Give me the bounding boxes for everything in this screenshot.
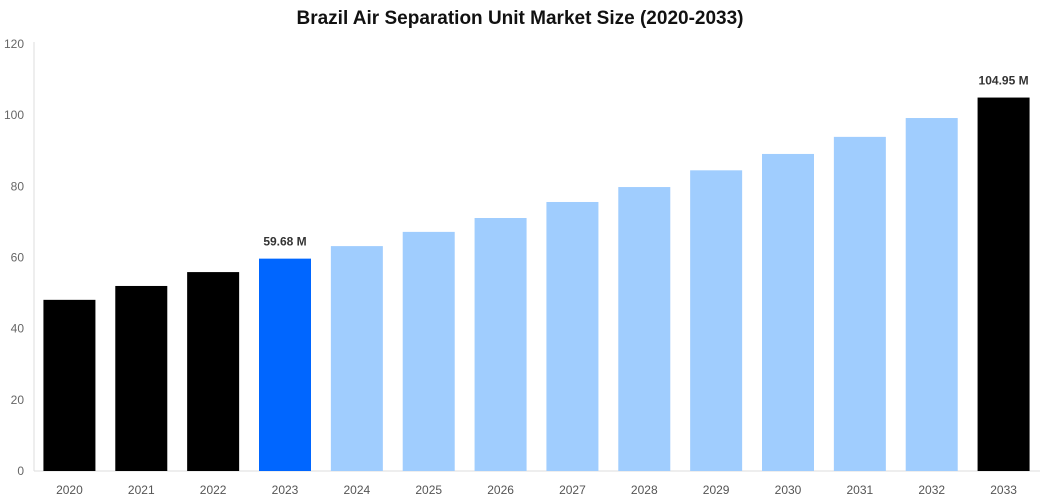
bar-2028 <box>618 187 671 472</box>
x-tick-label: 2027 <box>559 483 586 497</box>
y-tick-label: 0 <box>17 464 24 478</box>
y-tick-label: 20 <box>11 393 25 407</box>
bar-2031 <box>833 136 886 471</box>
chart-title: Brazil Air Separation Unit Market Size (… <box>296 8 744 29</box>
x-tick-label: 2029 <box>703 483 730 497</box>
x-tick-label: 2023 <box>272 483 299 497</box>
y-tick-label: 80 <box>11 179 25 193</box>
bar-2024 <box>330 246 383 471</box>
y-tick-label: 40 <box>11 322 25 336</box>
bar-2027 <box>546 201 599 472</box>
x-tick-label: 2030 <box>775 483 802 497</box>
x-tick-label: 2021 <box>128 483 155 497</box>
bar-2030 <box>762 153 814 471</box>
x-tick-label: 2032 <box>918 483 945 497</box>
bar-2026 <box>474 218 527 471</box>
bar-2033 <box>977 97 1030 471</box>
x-tick-label: 2020 <box>56 483 83 497</box>
bar-2022 <box>187 272 240 471</box>
y-tick-label: 120 <box>4 37 24 51</box>
data-label: 104.95 M <box>979 74 1029 88</box>
x-tick-label: 2033 <box>990 483 1017 497</box>
x-tick-label: 2022 <box>200 483 227 497</box>
bar-2032 <box>905 118 958 471</box>
bar-2021 <box>115 285 168 471</box>
x-tick-label: 2031 <box>847 483 874 497</box>
bar-2025 <box>402 231 455 471</box>
bar-2020 <box>43 299 96 471</box>
x-tick-label: 2028 <box>631 483 658 497</box>
bar-2029 <box>690 170 743 471</box>
x-tick-label: 2026 <box>487 483 514 497</box>
x-tick-label: 2025 <box>415 483 442 497</box>
x-tick-label: 2024 <box>344 483 371 497</box>
data-label: 59.68 M <box>263 235 306 249</box>
bar-2023 <box>259 258 311 471</box>
y-tick-label: 60 <box>11 251 25 265</box>
y-tick-label: 100 <box>4 108 24 122</box>
